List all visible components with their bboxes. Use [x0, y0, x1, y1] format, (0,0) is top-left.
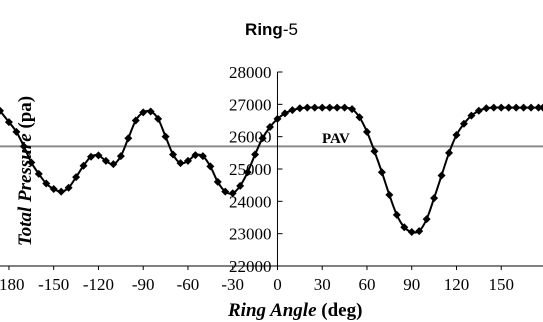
data-point	[258, 134, 267, 143]
data-point	[539, 103, 543, 112]
y-tick-label: 27000	[229, 95, 272, 114]
data-point	[154, 114, 163, 123]
data-point	[64, 183, 73, 192]
data-point	[534, 103, 543, 112]
data-point	[445, 148, 454, 157]
data-point	[266, 122, 275, 131]
data-point	[213, 177, 222, 186]
data-point	[355, 113, 364, 122]
x-tick-label: -180	[0, 275, 25, 294]
data-point	[34, 169, 43, 178]
data-point	[310, 103, 319, 112]
data-point	[57, 187, 66, 196]
data-point	[251, 150, 260, 159]
data-point	[415, 227, 424, 236]
data-point	[101, 156, 110, 165]
data-point	[169, 150, 178, 159]
y-tick-label: 22000	[229, 257, 272, 276]
data-point	[303, 103, 312, 112]
data-point	[474, 106, 483, 115]
data-point	[370, 147, 379, 156]
data-point	[280, 109, 289, 118]
data-point	[146, 107, 155, 116]
data-point	[206, 162, 215, 171]
y-axis-label: Total Pressure (pa)	[15, 96, 36, 246]
data-point	[333, 103, 342, 112]
data-point	[340, 103, 349, 112]
data-point	[221, 187, 230, 196]
data-point	[497, 103, 506, 112]
data-point	[459, 119, 468, 128]
data-point	[407, 228, 416, 237]
data-point	[49, 185, 58, 194]
data-point	[519, 103, 528, 112]
data-point	[437, 171, 446, 180]
data-point	[124, 134, 133, 143]
data-point	[19, 142, 28, 151]
y-tick-label: 28000	[229, 63, 272, 82]
data-point	[452, 131, 461, 140]
data-point	[116, 152, 125, 161]
data-point	[527, 103, 536, 112]
data-point	[161, 132, 170, 141]
data-point	[191, 151, 200, 160]
x-tick-label: 120	[444, 275, 470, 294]
reference-line-label: PAV	[322, 131, 350, 147]
data-point	[422, 215, 431, 224]
x-tick-label: -90	[132, 275, 155, 294]
data-point	[12, 127, 21, 136]
x-tick-label: -60	[177, 275, 200, 294]
data-point	[228, 189, 237, 198]
data-point	[377, 168, 386, 177]
x-tick-label: -120	[83, 275, 114, 294]
data-point	[512, 103, 521, 112]
data-point	[183, 156, 192, 165]
y-tick-label: 25000	[229, 160, 272, 179]
x-tick-label: 60	[358, 275, 375, 294]
y-tick-label: 26000	[229, 128, 272, 147]
data-point	[86, 152, 95, 161]
data-point	[504, 103, 513, 112]
x-tick-label: 90	[403, 275, 420, 294]
data-point	[0, 106, 4, 115]
data-point	[295, 104, 304, 113]
x-tick-label: 150	[488, 275, 514, 294]
data-point	[392, 210, 401, 219]
data-point	[176, 159, 185, 168]
data-point	[72, 173, 81, 182]
data-point	[79, 161, 88, 170]
data-point	[131, 116, 140, 125]
x-tick-label: 0	[273, 275, 282, 294]
data-point	[243, 168, 252, 177]
data-point	[362, 127, 371, 136]
data-point	[400, 223, 409, 232]
data-point	[27, 158, 36, 167]
x-axis-label: Ring Angle (deg)	[227, 300, 362, 321]
data-point	[288, 106, 297, 115]
data-point	[325, 103, 334, 112]
y-tick-label: 24000	[229, 192, 272, 211]
chart-title: Ring-5	[245, 20, 298, 39]
data-point	[4, 118, 13, 127]
data-point	[94, 151, 103, 160]
data-point	[482, 104, 491, 113]
data-point	[318, 103, 327, 112]
data-point	[348, 105, 357, 114]
data-point	[385, 190, 394, 199]
x-tick-label: -150	[38, 275, 69, 294]
data-point	[109, 160, 118, 169]
x-tick-label: -30	[221, 275, 244, 294]
data-point	[42, 179, 51, 188]
data-point	[139, 108, 148, 117]
data-point	[489, 103, 498, 112]
data-point	[273, 114, 282, 123]
data-point	[467, 111, 476, 120]
x-tick-label: 30	[314, 275, 331, 294]
data-point	[236, 181, 245, 190]
data-point	[430, 194, 439, 203]
y-tick-label: 23000	[229, 225, 272, 244]
data-point	[198, 152, 207, 161]
